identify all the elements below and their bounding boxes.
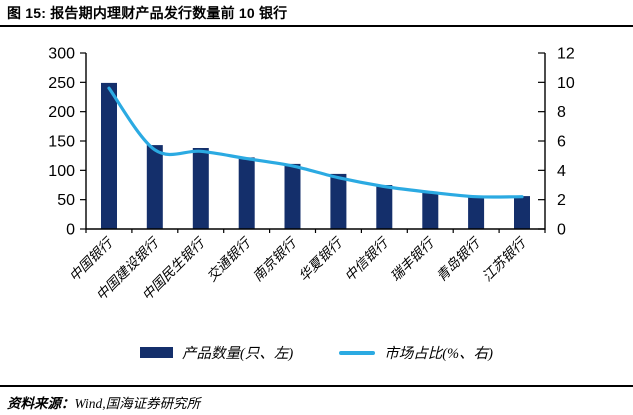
bar-6 (330, 173, 347, 229)
x-axis-label-7: 中信银行 (342, 234, 393, 285)
bar-9 (468, 196, 485, 229)
source-text: Wind,国海证券研究所 (74, 396, 201, 411)
chart-area: 0 50 100 150 200 250 300 0 2 4 6 8 10 12 中国银行 中国建设银行 中国民… (0, 28, 633, 333)
legend: 产品数量(只、左) 市场占比(%、右) (0, 342, 633, 363)
bar-7 (376, 185, 393, 229)
bar-8 (422, 192, 439, 229)
bar-5 (284, 163, 301, 229)
x-axis-label-9: 青岛银行 (433, 234, 484, 285)
right-axis-tick-label: 6 (557, 134, 566, 151)
legend-item-market-share: 市场占比(%、右) (339, 342, 493, 363)
legend-label-market-share: 市场占比(%、右) (384, 346, 493, 362)
line-series-swatch (339, 350, 376, 355)
title-divider (0, 25, 633, 27)
source-label: 资料来源： (7, 396, 75, 411)
x-axis-label-6: 华夏银行 (296, 234, 347, 285)
right-axis-tick-label: 4 (557, 163, 566, 180)
x-axis-label-10: 江苏银行 (479, 234, 530, 285)
right-axis-tick-label: 12 (557, 46, 575, 63)
bar-2 (146, 145, 163, 229)
x-axis-label-5: 南京银行 (250, 234, 301, 285)
x-axis-label-4: 交通银行 (204, 234, 255, 285)
bar-10 (514, 196, 530, 229)
left-axis-tick-label: 0 (66, 222, 75, 239)
right-axis-tick-label: 2 (557, 192, 566, 209)
left-axis-tick-label: 50 (57, 192, 75, 209)
bar-3 (192, 148, 209, 229)
right-axis-tick-label: 0 (557, 222, 566, 239)
left-axis-tick-label: 250 (48, 75, 75, 92)
source-divider (0, 385, 633, 387)
bar-1 (101, 82, 117, 230)
right-axis-tick-label: 10 (557, 75, 575, 92)
bar-4 (238, 157, 255, 229)
bar-series-swatch (140, 347, 174, 358)
figure-title: 图 15: 报告期内理财产品发行数量前 10 银行 (7, 5, 288, 21)
left-axis-tick-label: 200 (48, 104, 75, 121)
left-axis-tick-label: 150 (48, 134, 75, 151)
x-axis-label-8: 瑞丰银行 (388, 234, 439, 285)
left-axis-tick-label: 300 (48, 46, 75, 63)
legend-item-product-count: 产品数量(只、左) (140, 342, 293, 363)
chart-canvas: 050100150200250300024681012中国银行中国建设银行中国民… (48, 46, 575, 304)
left-axis-tick-label: 100 (48, 163, 75, 180)
legend-label-product-count: 产品数量(只、左) (182, 346, 294, 362)
market-share-line (107, 86, 524, 199)
right-axis-tick-label: 8 (557, 104, 566, 121)
source-note: 资料来源：Wind,国海证券研究所 (7, 392, 200, 412)
